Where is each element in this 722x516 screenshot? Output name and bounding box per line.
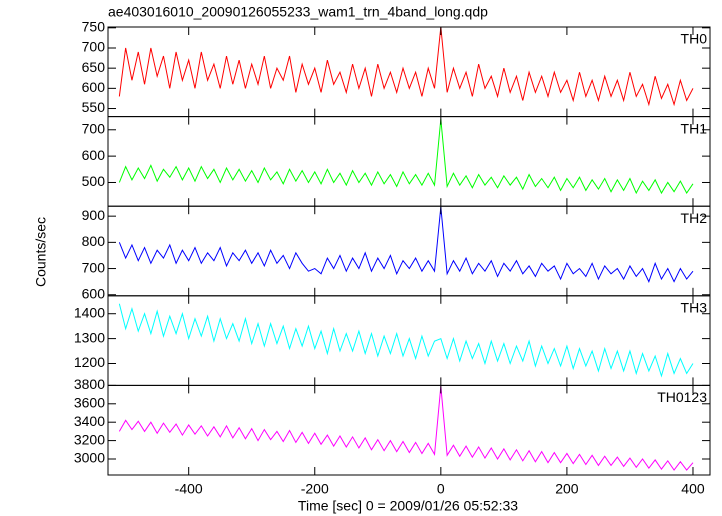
y-tick-label: 3400 [74, 413, 105, 429]
panel-label: TH1 [681, 120, 708, 136]
panel-label: TH0 [681, 31, 708, 47]
y-tick-label: 1400 [74, 304, 105, 320]
y-tick-label: 1300 [74, 329, 105, 345]
x-tick-label: 400 [681, 481, 705, 497]
panel-frame [107, 116, 711, 207]
light-curve [118, 386, 694, 471]
light-curve [118, 26, 694, 107]
y-tick-label: 550 [82, 99, 106, 115]
y-tick-label: 3800 [74, 376, 105, 392]
panel-frame [107, 384, 711, 476]
x-axis-label: Time [sec] 0 = 2009/01/26 05:52:33 [298, 498, 518, 514]
y-tick-label: 3000 [74, 450, 105, 466]
y-tick-label: 700 [82, 120, 106, 136]
y-tick-label: 800 [82, 233, 106, 249]
y-tick-label: 600 [82, 285, 106, 301]
light-curve [118, 206, 694, 283]
y-tick-label: 750 [82, 19, 106, 35]
y-tick-label: 900 [82, 207, 106, 223]
light-curve [118, 119, 694, 195]
panel-label: TH0123 [657, 389, 707, 405]
y-tick-label: 700 [82, 39, 106, 55]
y-tick-label: 600 [82, 79, 106, 95]
y-tick-label: 650 [82, 59, 106, 75]
y-tick-label: 1200 [74, 354, 105, 370]
light-curve [118, 303, 694, 378]
x-tick-label: -400 [175, 481, 203, 497]
y-tick-label: 3200 [74, 431, 105, 447]
y-tick-label: 700 [82, 259, 106, 275]
y-axis-label: Counts/sec [33, 217, 49, 287]
chart-title: ae403016010_20090126055233_wam1_trn_4ban… [108, 4, 488, 20]
panel-frame [107, 205, 711, 297]
panel-label: TH2 [681, 210, 708, 226]
y-tick-label: 500 [82, 173, 106, 189]
y-tick-label: 3600 [74, 395, 105, 411]
panel-label: TH3 [681, 300, 708, 316]
x-tick-label: 200 [555, 481, 579, 497]
x-tick-label: 0 [437, 481, 445, 497]
y-tick-label: 600 [82, 147, 106, 163]
x-tick-label: -200 [301, 481, 329, 497]
